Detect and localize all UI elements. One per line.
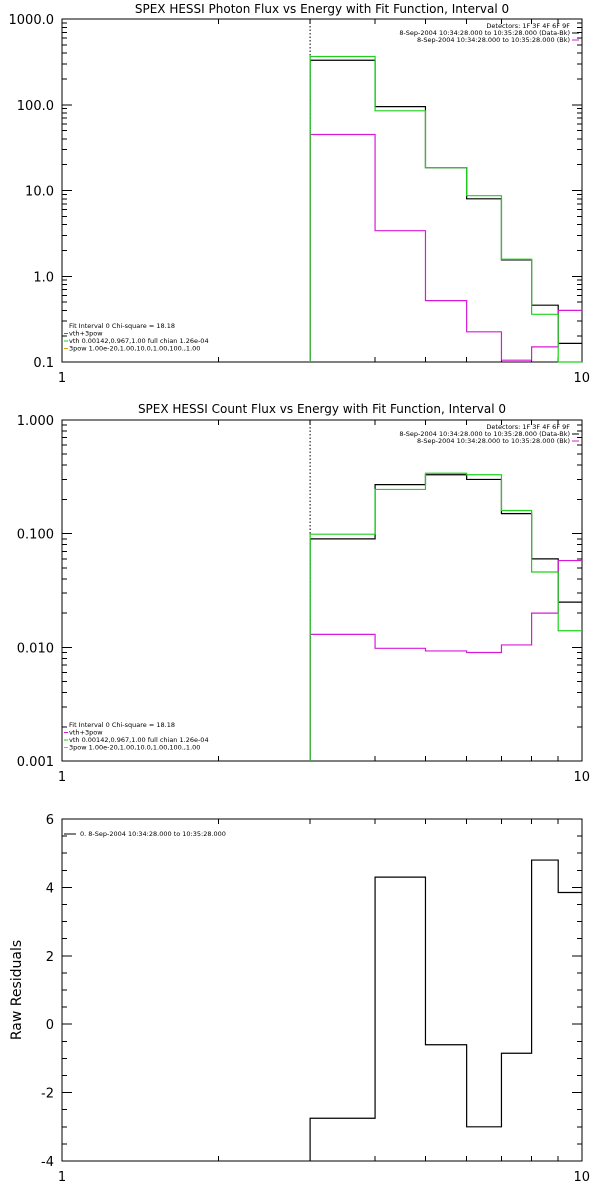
y-tick-label: 0.010 bbox=[17, 641, 54, 656]
legend-left: Fit Interval 0 Chi-square = 18.18vth+3po… bbox=[64, 721, 209, 752]
legend-right: Detectors: 1F 3F 4F 6F 9F8-Sep-2004 10:3… bbox=[399, 22, 579, 44]
series-line-2 bbox=[309, 133, 582, 362]
plot-frame bbox=[61, 18, 583, 363]
legend-left: Fit Interval 0 Chi-square = 18.18vth+3po… bbox=[64, 322, 209, 353]
y-tick-label: 100.0 bbox=[17, 99, 54, 114]
y-tick-label: -2 bbox=[41, 1087, 54, 1102]
legend-right-entry: 8-Sep-2004 10:34:28.000 to 10:35:28.000 … bbox=[399, 430, 570, 438]
legend-left-entry: vth+3pow bbox=[69, 330, 103, 338]
legend-left-entry: Fit Interval 0 Chi-square = 18.18 bbox=[69, 322, 175, 330]
legend-right-entry: Detectors: 1F 3F 4F 6F 9F bbox=[486, 423, 570, 431]
legend-right: Detectors: 1F 3F 4F 6F 9F8-Sep-2004 10:3… bbox=[399, 423, 579, 445]
y-tick-label: 0.100 bbox=[17, 528, 54, 543]
y-axis: -4 -2 0 2 4 6 bbox=[41, 813, 582, 1170]
chart-panel-1: SPEX HESSI Photon Flux vs Energy with Fi… bbox=[9, 2, 591, 386]
plot-frame bbox=[61, 419, 583, 762]
series-line-1 bbox=[309, 474, 582, 761]
x-tick-label: 10 bbox=[573, 371, 590, 386]
y-tick-label: 0 bbox=[46, 1018, 54, 1033]
y-tick-label: 10.0 bbox=[25, 185, 54, 200]
legend-right-entry: 8-Sep-2004 10:34:28.000 to 10:35:28.000 … bbox=[417, 437, 570, 445]
legend-left-entry: 3pow 1.00e-20,1.00,10.0,1.00,100.,1.00 bbox=[69, 744, 200, 752]
y-tick-label: 2 bbox=[46, 950, 54, 965]
plot-frame bbox=[61, 818, 583, 1162]
y-tick-label: 1.0 bbox=[33, 270, 54, 285]
series-line-2 bbox=[309, 559, 582, 761]
x-axis: 1 10 bbox=[58, 819, 590, 1185]
x-axis: 1 10 bbox=[58, 19, 590, 386]
legend-right-entry: 8-Sep-2004 10:34:28.000 to 10:35:28.000 … bbox=[399, 29, 570, 37]
series-line-3 bbox=[309, 55, 582, 363]
y-tick-label: -4 bbox=[41, 1155, 54, 1170]
x-tick-label: 10 bbox=[573, 1170, 590, 1185]
y-axis-label: Raw Residuals bbox=[9, 940, 25, 1040]
chart-panel-3: 1 10 -4 -2 0 2 4 6 Raw Residuals 0. 8-Sep-2004 10… bbox=[9, 813, 590, 1185]
legend-left-entry: vth 0.00142,0.967,1.00 full chian 1.26e-… bbox=[69, 337, 209, 345]
y-tick-label: 1.000 bbox=[17, 414, 54, 429]
x-tick-label: 1 bbox=[58, 770, 66, 785]
y-tick-label: 4 bbox=[46, 881, 54, 896]
legend-left-entry: vth 0.00142,0.967,1.00 full chian 1.26e-… bbox=[69, 736, 209, 744]
legend-left-entry: vth+3pow bbox=[69, 729, 103, 737]
legend-right-entry: Detectors: 1F 3F 4F 6F 9F bbox=[486, 22, 570, 30]
legend-left-entry: Fit Interval 0 Chi-square = 18.18 bbox=[69, 721, 175, 729]
y-axis: 0.001 0.010 0.100 1.000 bbox=[17, 414, 582, 770]
y-tick-label: 6 bbox=[46, 813, 54, 828]
x-tick-label: 10 bbox=[573, 770, 590, 785]
chart-title: SPEX HESSI Count Flux vs Energy with Fit… bbox=[138, 402, 506, 416]
y-tick-label: 0.1 bbox=[33, 356, 54, 371]
y-tick-label: 0.001 bbox=[17, 755, 54, 770]
legend-left-entry: 3pow 1.00e-20,1.00,10.0,1.00,100.,1.00 bbox=[69, 345, 200, 353]
x-tick-label: 1 bbox=[58, 1170, 66, 1185]
series-line-1 bbox=[309, 59, 582, 362]
x-tick-label: 1 bbox=[58, 371, 66, 386]
y-axis: 0.1 1.0 10.0 100.0 1000.0 bbox=[9, 13, 582, 371]
chart-panel-2: SPEX HESSI Count Flux vs Energy with Fit… bbox=[17, 402, 590, 785]
legend-left: 0. 8-Sep-2004 10:34:28.000 to 10:35:28.0… bbox=[64, 830, 226, 838]
chart-title: SPEX HESSI Photon Flux vs Energy with Fi… bbox=[135, 2, 509, 16]
y-tick-label: 1000.0 bbox=[9, 13, 55, 28]
legend-right-entry: 8-Sep-2004 10:34:28.000 to 10:35:28.000 … bbox=[417, 36, 570, 44]
series-line-3 bbox=[309, 472, 582, 761]
legend-left-entry: 0. 8-Sep-2004 10:34:28.000 to 10:35:28.0… bbox=[80, 830, 226, 838]
x-axis: 1 10 bbox=[58, 420, 590, 785]
series-line-1 bbox=[309, 859, 582, 1161]
